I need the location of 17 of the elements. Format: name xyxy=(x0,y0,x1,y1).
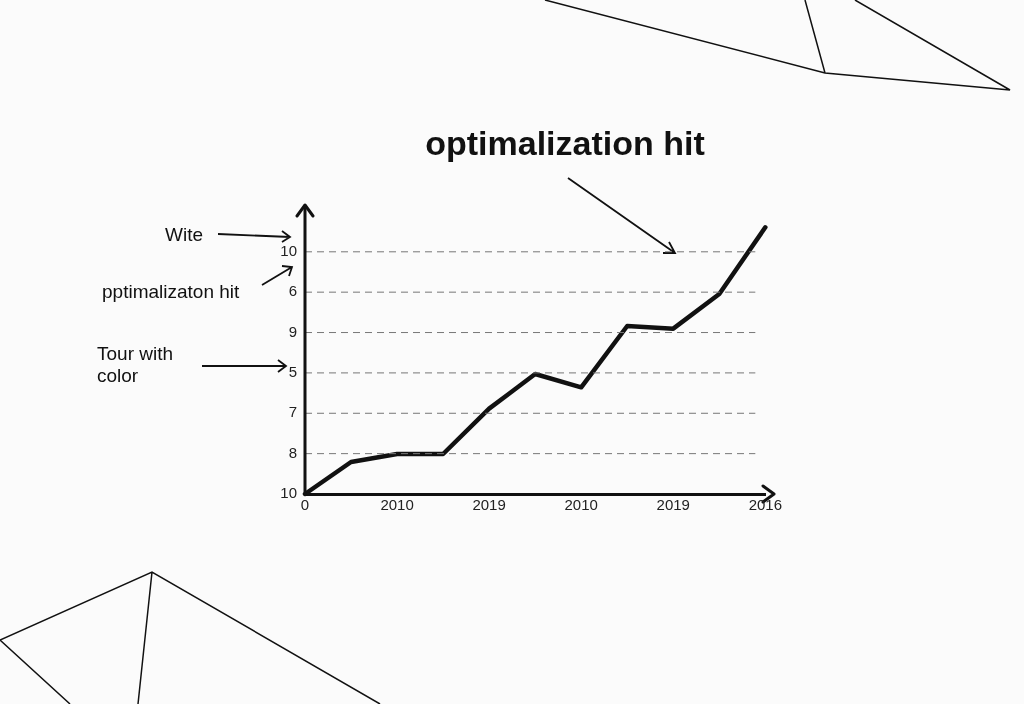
x-tick-label: 2019 xyxy=(472,496,506,514)
text: pptimalizaton hit xyxy=(102,281,240,303)
text: 5 xyxy=(288,363,297,381)
text: 7 xyxy=(288,403,297,421)
chart-title: optimalization hit xyxy=(424,124,706,163)
text: 9 xyxy=(288,322,297,340)
text: 10 xyxy=(280,484,297,502)
text: 10 xyxy=(280,241,297,259)
x-tick-label: 2010 xyxy=(564,496,598,514)
x-tick-label: 2019 xyxy=(656,496,690,514)
text: 8 xyxy=(288,443,297,461)
text: Tour with color xyxy=(97,343,175,387)
x-tick-label: 0 xyxy=(300,496,310,514)
text: 6 xyxy=(288,282,297,300)
text: Wite xyxy=(165,224,203,246)
x-tick-label: 2010 xyxy=(380,496,414,514)
x-tick-label: 2016 xyxy=(748,496,782,514)
